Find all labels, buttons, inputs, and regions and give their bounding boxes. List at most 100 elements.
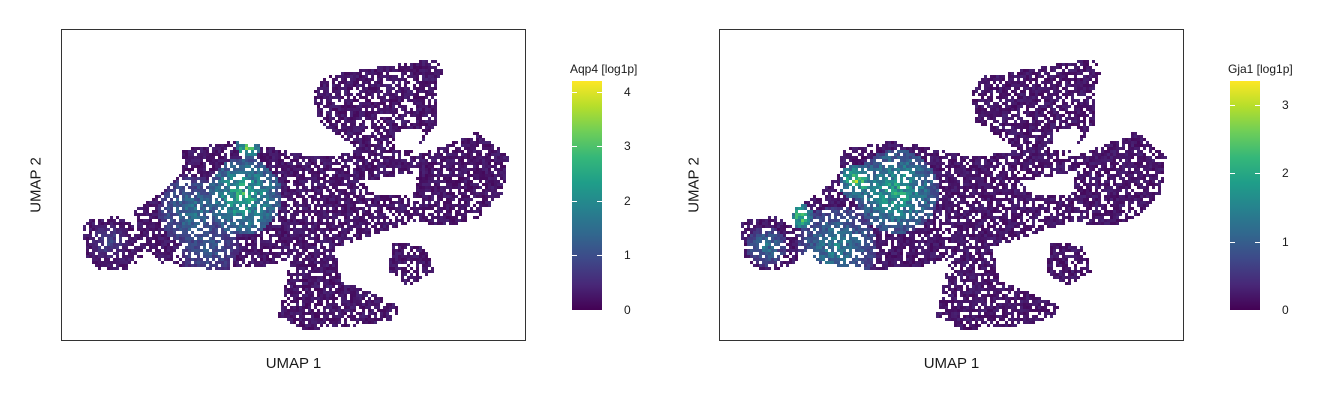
hexbin-cell (419, 219, 422, 222)
hexbin-cell (164, 219, 167, 222)
hexbin-cell (254, 243, 257, 246)
hexbin-cell (422, 120, 425, 123)
hexbin-cell (221, 249, 224, 252)
hexbin-cell (359, 117, 362, 120)
hexbin-cell (284, 156, 287, 159)
hexbin-cell (152, 210, 155, 213)
hexbin-cell (236, 255, 239, 258)
hexbin-cell (359, 237, 362, 240)
hexbin-cell (353, 288, 356, 291)
hexbin-cell (422, 105, 425, 108)
hexbin-cell (344, 183, 347, 186)
hexbin-cell (191, 222, 194, 225)
hexbin-cell (272, 159, 275, 162)
hexbin-cell (269, 228, 272, 231)
hexbin-cell (410, 123, 413, 126)
hexbin-cell (419, 216, 422, 219)
hexbin-cell (110, 234, 113, 237)
hexbin-cell (392, 303, 395, 306)
hexbin-cell (386, 171, 389, 174)
hexbin-cell (401, 222, 404, 225)
hexbin-cell (1047, 81, 1050, 84)
hexbin-cell (434, 69, 437, 72)
hexbin-cell (383, 213, 386, 216)
hexbin-cell (362, 309, 365, 312)
hexbin-cell (287, 162, 290, 165)
hexbin-cell (347, 93, 350, 96)
hexbin-cell (257, 153, 260, 156)
hexbin-cell (308, 288, 311, 291)
hexbin-cell (392, 270, 395, 273)
hexbin-cell (407, 204, 410, 207)
hexbin-cell (323, 237, 326, 240)
hexbin-cell (290, 237, 293, 240)
hexbin-cell (1086, 108, 1089, 111)
hexbin-cell (170, 246, 173, 249)
hexbin-cell (209, 228, 212, 231)
hexbin-cell (260, 189, 263, 192)
hexbin-cell (464, 141, 467, 144)
hexbin-cell (359, 147, 362, 150)
hexbin-cell (203, 171, 206, 174)
hexbin-cell (314, 195, 317, 198)
hexbin-cell (1023, 84, 1026, 87)
hexbin-cell (1056, 93, 1059, 96)
hexbin-cell (278, 213, 281, 216)
hexbin-cell (158, 234, 161, 237)
hexbin-cell (422, 129, 425, 132)
hexbin-cell (377, 171, 380, 174)
hexbin-cell (185, 150, 188, 153)
hexbin-cell (350, 198, 353, 201)
hexbin-cell (338, 306, 341, 309)
hexbin-cell (440, 192, 443, 195)
hexbin-cell (320, 243, 323, 246)
hexbin-cell (161, 213, 164, 216)
hexbin-cell (356, 72, 359, 75)
hexbin-cell (158, 210, 161, 213)
hexbin-cell (293, 243, 296, 246)
hexbin-cell (263, 153, 266, 156)
hexbin-cell (107, 243, 110, 246)
hexbin-cell (119, 258, 122, 261)
hexbin-cell (284, 234, 287, 237)
hexbin-cell (458, 174, 461, 177)
hexbin-cell (332, 306, 335, 309)
hexbin-cell (383, 201, 386, 204)
hexbin-cell (338, 117, 341, 120)
hexbin-cell (191, 165, 194, 168)
hexbin-cell (987, 105, 990, 108)
umap-scatter (741, 60, 1167, 330)
hexbin-cell (1005, 81, 1008, 84)
hexbin-cell (311, 285, 314, 288)
hexbin-cell (386, 93, 389, 96)
hexbin-cell (323, 222, 326, 225)
hexbin-cell (200, 219, 203, 222)
hexbin-cell (173, 243, 176, 246)
hexbin-cell (323, 288, 326, 291)
hexbin-cell (203, 168, 206, 171)
hexbin-cell (1056, 84, 1059, 87)
hexbin-cell (428, 213, 431, 216)
hexbin-cell (161, 210, 164, 213)
hexbin-cell (200, 204, 203, 207)
hexbin-cell (152, 237, 155, 240)
hexbin-cell (380, 213, 383, 216)
hexbin-cell (1050, 69, 1053, 72)
hexbin-cell (194, 165, 197, 168)
hexbin-cell (452, 174, 455, 177)
hexbin-cell (344, 288, 347, 291)
hexbin-cell (299, 297, 302, 300)
hexbin-cell (314, 312, 317, 315)
hexbin-cell (455, 147, 458, 150)
hexbin-cell (371, 312, 374, 315)
hexbin-cell (170, 216, 173, 219)
hexbin-cell (365, 117, 368, 120)
hexbin-cell (401, 210, 404, 213)
hexbin-cell (245, 249, 248, 252)
hexbin-cell (116, 264, 119, 267)
hexbin-cell (308, 318, 311, 321)
hexbin-cell (296, 195, 299, 198)
hexbin-cell (341, 213, 344, 216)
hexbin-cell (1020, 102, 1023, 105)
hexbin-cell (476, 201, 479, 204)
